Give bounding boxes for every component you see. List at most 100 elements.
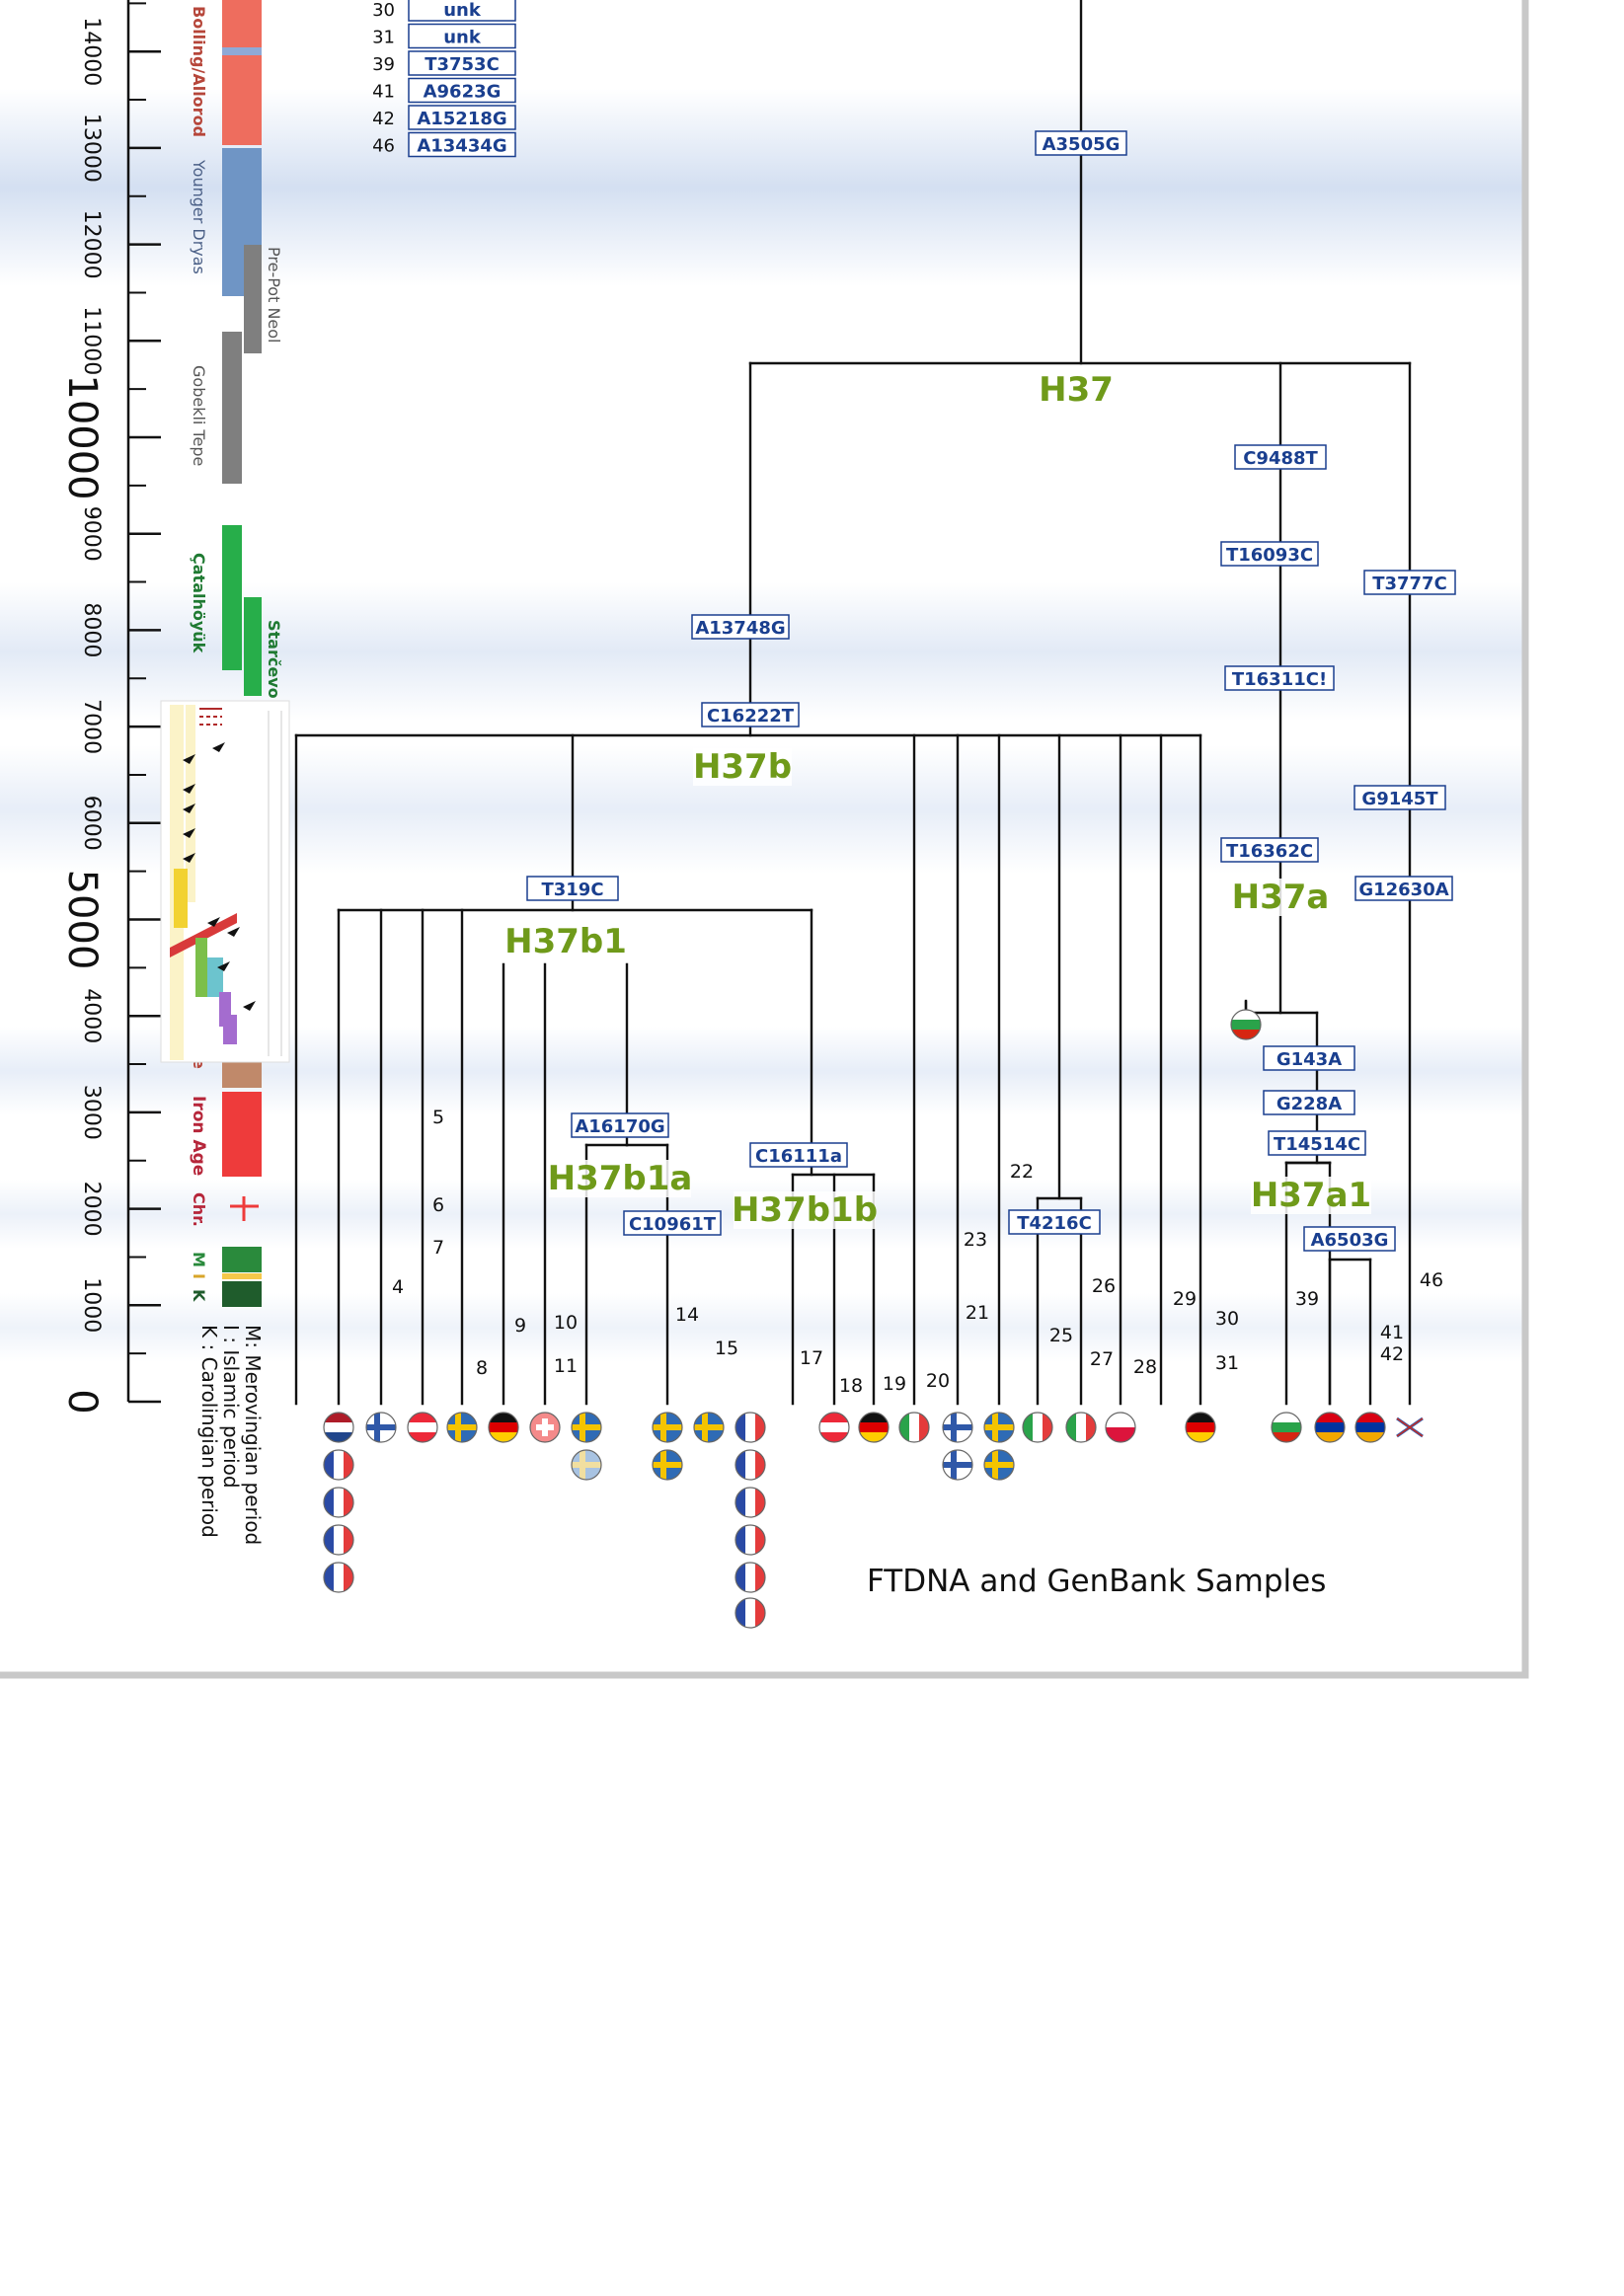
branch-number: 28 <box>1133 1356 1157 1378</box>
flag-icon <box>1230 1009 1262 1040</box>
flag-icon <box>323 1524 354 1556</box>
mutation-label-t3777c: T3777C <box>1372 574 1447 594</box>
haplogroup-label-bg <box>1038 371 1115 409</box>
branch-number: 19 <box>883 1373 906 1395</box>
period-label-younger-dryas: Younger Dryas <box>190 159 208 274</box>
legend-carolingian: K : Carolingian period <box>197 1325 221 1538</box>
period-label-iron-age: Iron Age <box>189 1096 208 1176</box>
branch-number: 46 <box>1420 1269 1443 1291</box>
starcevo-bar <box>244 597 262 696</box>
axis-tick-label: 7000 <box>79 699 104 754</box>
period-label-bolling: Bolling/Allorod <box>190 6 208 137</box>
flag-icon <box>1354 1412 1386 1443</box>
axis-tick-label: 1000 <box>79 1277 104 1333</box>
key-row-number: 41 <box>372 82 395 103</box>
branch-number: 8 <box>476 1357 488 1379</box>
mutation-box <box>1263 1090 1355 1115</box>
mutation-box <box>749 1142 848 1168</box>
period-label-christianity: Chr. <box>190 1192 208 1227</box>
key-row-box <box>408 77 516 104</box>
key-row-label: T3753C <box>425 54 500 75</box>
key-row-box <box>408 0 516 22</box>
key-row-box <box>408 23 516 49</box>
key-row-label: A13434G <box>417 136 506 157</box>
axis-tick-label: 14000 <box>79 17 104 86</box>
pre-pot-neol-bar <box>244 245 262 353</box>
flag-icon <box>1105 1412 1136 1443</box>
flag-icon <box>1065 1412 1097 1443</box>
branch-number: 39 <box>1295 1288 1319 1310</box>
mutation-label-t319c: T319C <box>541 880 603 900</box>
key-row-label: unk <box>443 28 482 48</box>
flag-icon <box>1185 1412 1216 1443</box>
key-row-number: 30 <box>372 0 395 21</box>
flag-icon <box>571 1412 602 1443</box>
key-row-number: 42 <box>372 109 395 129</box>
branch-number: 6 <box>432 1194 444 1216</box>
mutation-box <box>1220 541 1319 567</box>
mutation-box <box>1363 570 1456 595</box>
branch-number: 17 <box>800 1347 823 1369</box>
flag-icon <box>652 1412 683 1443</box>
mutation-box <box>1354 876 1453 901</box>
flag-icon <box>1022 1412 1053 1443</box>
flag-icon <box>735 1524 766 1556</box>
haplogroup-label-h37b: H37b <box>693 747 792 787</box>
mutation-label-t16362c: T16362C <box>1226 841 1313 862</box>
mutation-label-t16311c: T16311C! <box>1232 669 1327 690</box>
flag-icon <box>652 1449 683 1481</box>
mutation-box <box>1035 130 1127 156</box>
axis-tick-label: 5000 <box>59 870 105 970</box>
mutation-labels: A3505G C9488T T16093C T3777C A13748G T16311C!… <box>526 130 1456 1252</box>
catalhoyuk-bar <box>222 525 242 670</box>
carolingian-bar <box>222 1281 262 1307</box>
period-key-k: K <box>190 1289 208 1302</box>
bolling-bar-divider <box>222 47 262 55</box>
branch-number: 23 <box>964 1229 987 1251</box>
iron-age-bar <box>222 1092 262 1177</box>
haplogroup-label-h37b1a: H37b1a <box>548 1159 693 1198</box>
mutation-box <box>691 614 790 640</box>
mutation-box <box>1263 1045 1355 1071</box>
sample-flags <box>323 1009 1425 1629</box>
mutation-label-a6503g: A6503G <box>1311 1230 1389 1251</box>
christianity-cross-icon <box>230 1196 259 1221</box>
haplogroup-labels: H37 H37b H37a H37b1 H37b1a H37b1b H37a1 <box>504 370 1371 1230</box>
branch-number: 11 <box>554 1355 578 1377</box>
period-bars: Bolling/Allorod Younger Dryas Pre-Pot Ne… <box>189 0 283 1307</box>
flag-icon <box>735 1562 766 1593</box>
flag-icon <box>735 1412 766 1443</box>
flag-icon <box>529 1412 561 1443</box>
flag-icon <box>446 1412 478 1443</box>
key-row-box <box>408 131 516 158</box>
haplogroup-label-h37a: H37a <box>1232 878 1330 917</box>
panel-border <box>0 0 1529 1679</box>
haplogroup-label-bg <box>505 923 626 960</box>
branch-number: 21 <box>966 1302 989 1324</box>
haplogroup-label-bg <box>734 1191 876 1229</box>
haplogroup-label-bg <box>1231 879 1330 916</box>
flag-icon <box>735 1449 766 1481</box>
haplogroup-label-h37b1b: H37b1b <box>732 1190 878 1230</box>
flag-icon <box>323 1449 354 1481</box>
flag-icon <box>983 1449 1015 1481</box>
branch-number: 7 <box>432 1237 444 1259</box>
mutation-label-a13748g: A13748G <box>695 618 785 639</box>
time-axis: 1400013000120001100010000900080007000600… <box>59 0 161 1415</box>
branch-number: 20 <box>926 1370 950 1392</box>
mutation-box <box>1008 1209 1101 1235</box>
islamic-bar <box>222 1273 262 1279</box>
mutation-box <box>1234 444 1327 470</box>
period-key-i: I <box>190 1273 208 1279</box>
flag-icon <box>571 1449 602 1481</box>
branch-number: 9 <box>514 1315 526 1337</box>
mutation-label-c10961t: C10961T <box>629 1214 717 1235</box>
mutation-label-t16093c: T16093C <box>1226 545 1313 566</box>
flag-icon <box>735 1487 766 1518</box>
axis-tick-label: 9000 <box>79 506 104 562</box>
merovingian-bar <box>222 1247 262 1272</box>
caption: FTDNA and GenBank Samples <box>867 1564 1326 1599</box>
mutation-box <box>1353 785 1446 810</box>
flag-icon <box>898 1412 930 1443</box>
branch-number: 25 <box>1049 1325 1073 1346</box>
